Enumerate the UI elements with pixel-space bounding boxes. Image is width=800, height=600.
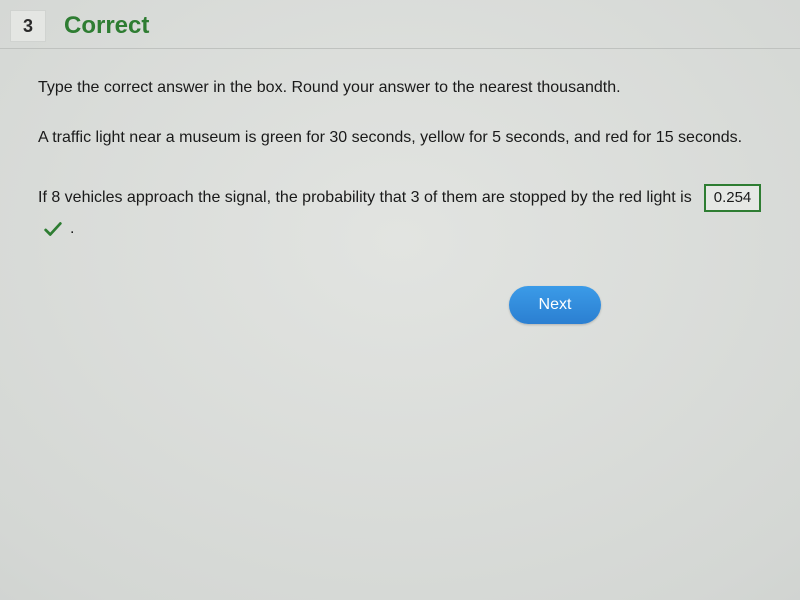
- next-button[interactable]: Next: [509, 286, 602, 324]
- status-label: Correct: [64, 12, 149, 40]
- checkmark-icon: [42, 218, 64, 240]
- question-line: If 8 vehicles approach the signal, the p…: [38, 184, 772, 240]
- question-header: 3 Correct: [0, 0, 800, 49]
- button-row: Next: [38, 286, 772, 324]
- trailing-period: .: [70, 218, 74, 240]
- question-number: 3: [23, 16, 33, 37]
- answer-input[interactable]: 0.254: [704, 184, 762, 212]
- question-number-badge: 3: [10, 10, 46, 42]
- question-content: Type the correct answer in the box. Roun…: [0, 49, 800, 324]
- instruction-text: Type the correct answer in the box. Roun…: [38, 77, 772, 99]
- scenario-text: A traffic light near a museum is green f…: [38, 127, 772, 149]
- question-prefix: If 8 vehicles approach the signal, the p…: [38, 187, 692, 209]
